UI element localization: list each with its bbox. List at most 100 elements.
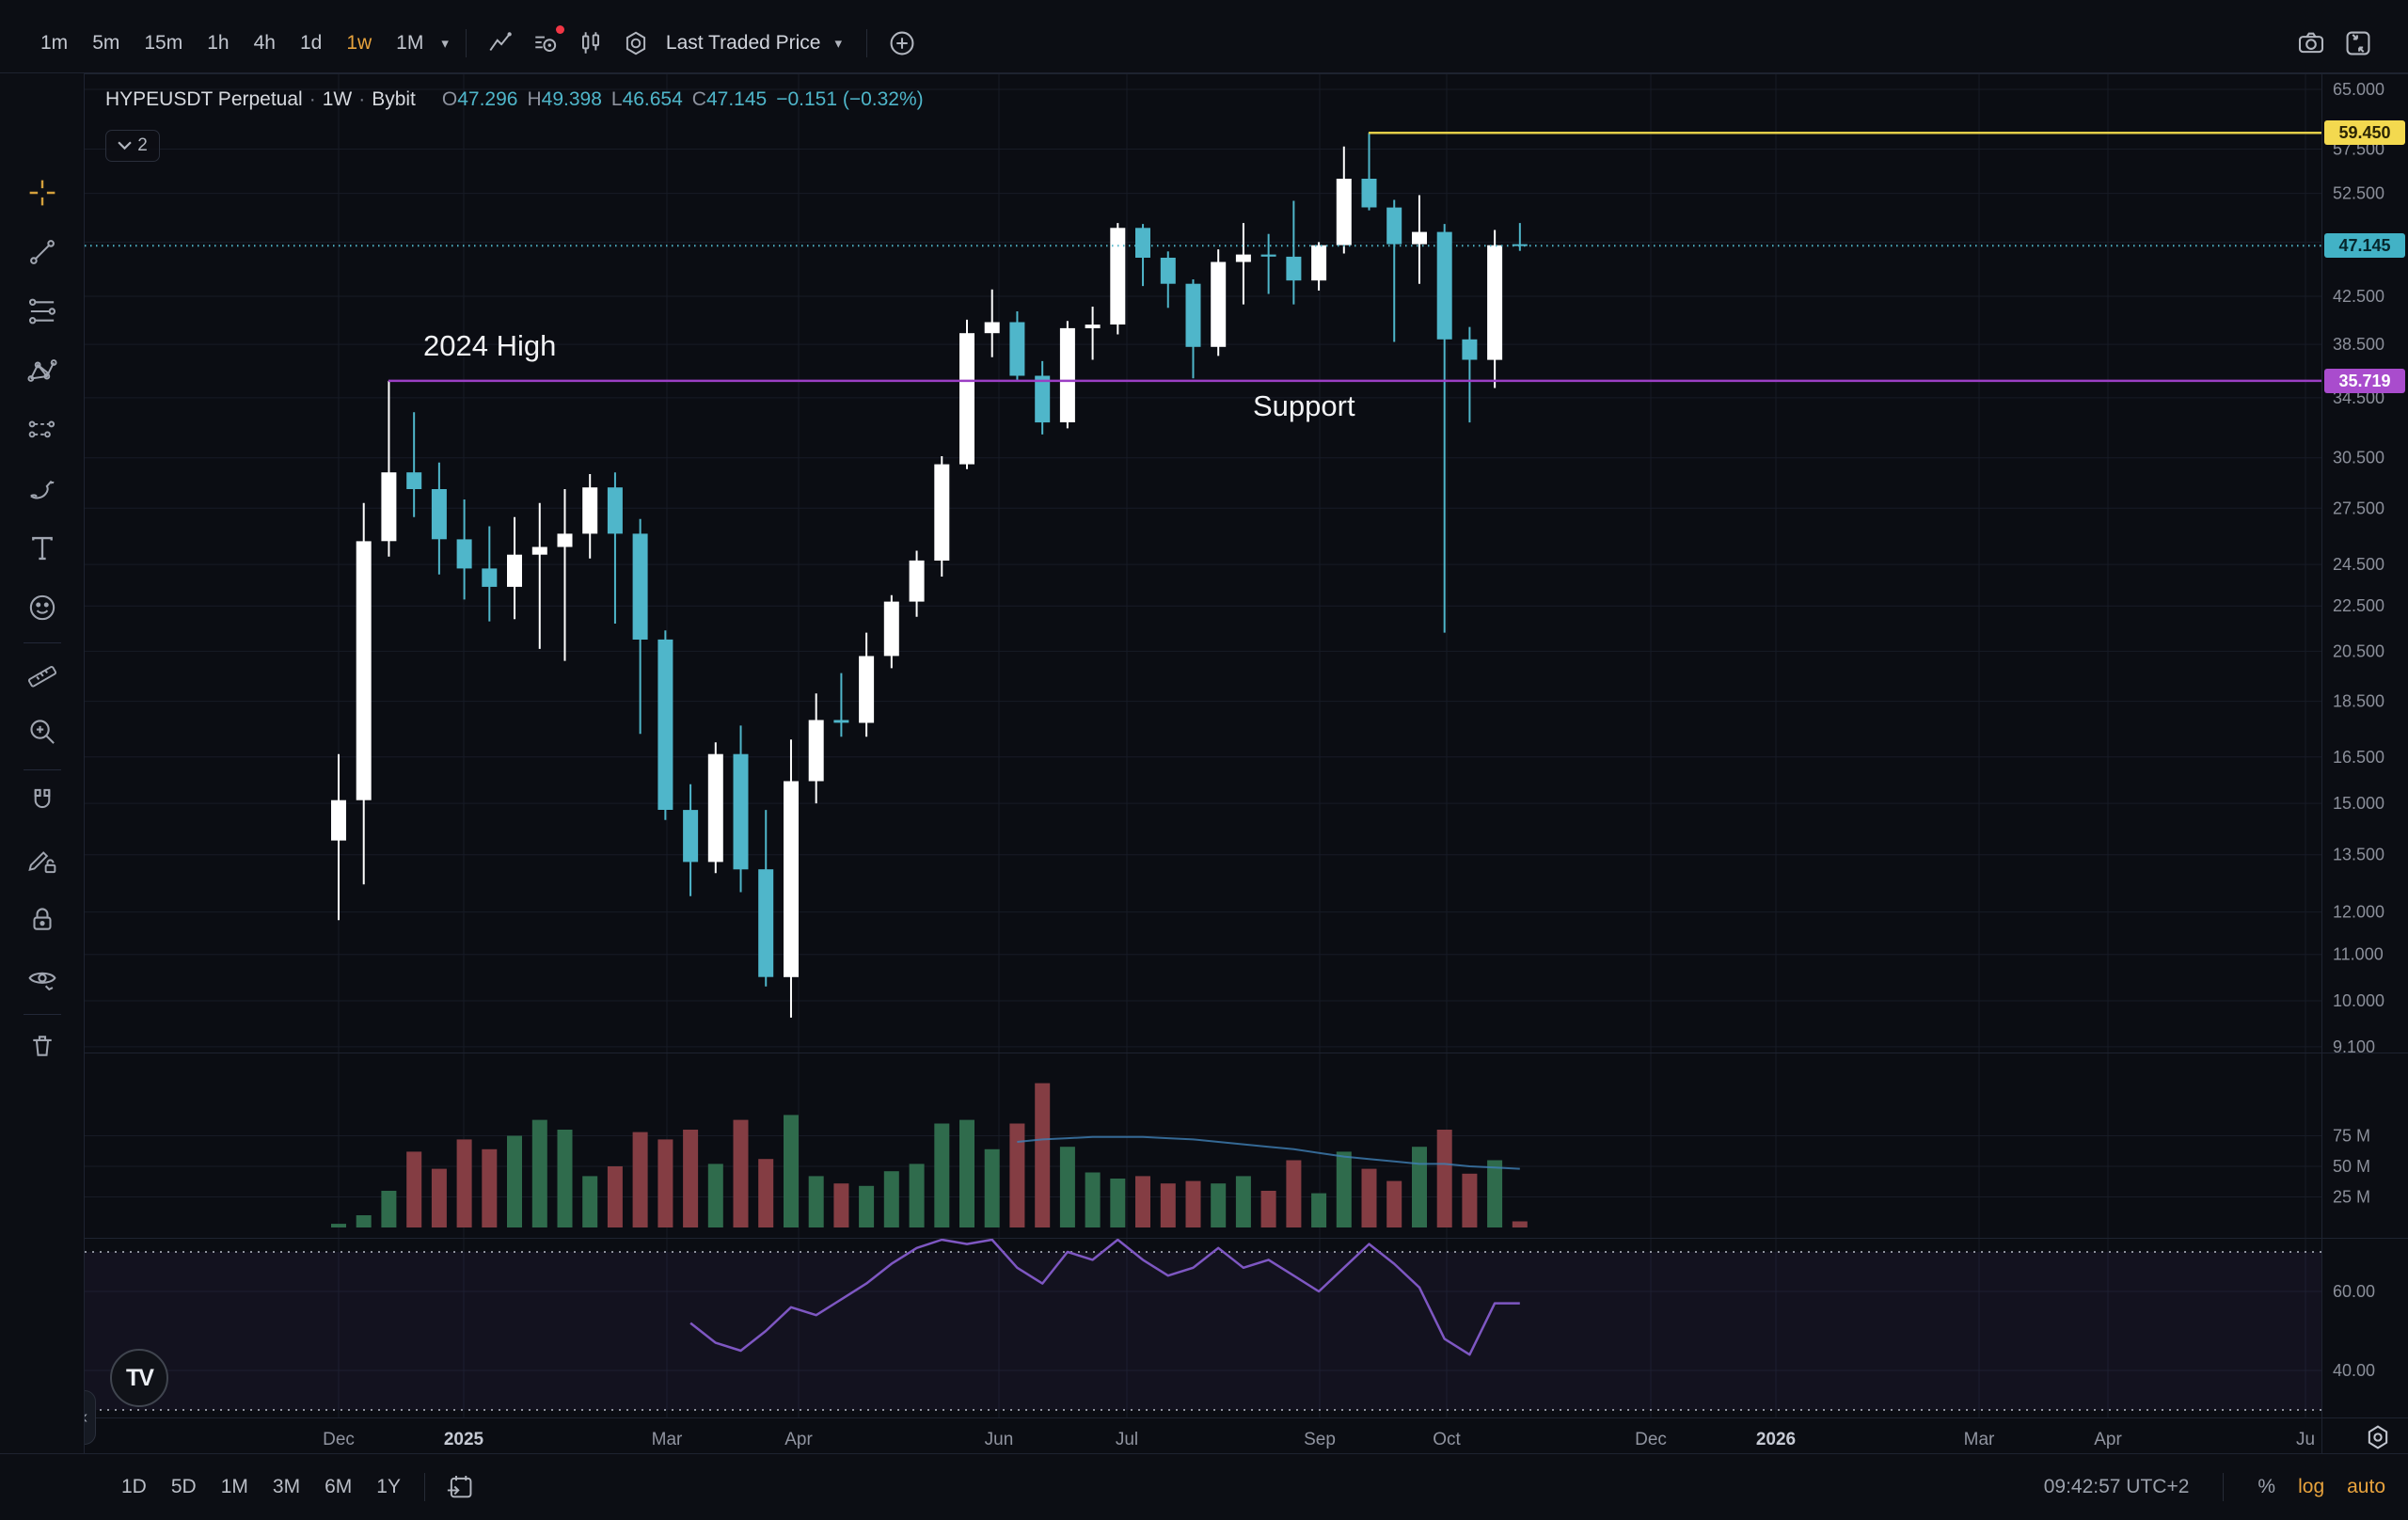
candle: [1361, 133, 1377, 211]
volume-bar: [582, 1176, 598, 1227]
candle: [1436, 224, 1452, 633]
svg-text:Sep: Sep: [1304, 1430, 1336, 1449]
volume-bar: [784, 1115, 799, 1227]
svg-text:60.00: 60.00: [2333, 1282, 2375, 1301]
volume-bar: [381, 1191, 397, 1227]
time-axis-settings-button[interactable]: [2363, 1422, 2393, 1455]
clock[interactable]: 09:42:57 UTC+2: [2043, 1476, 2190, 1497]
candle: [1386, 199, 1402, 342]
range-6m[interactable]: 6M: [312, 1470, 364, 1504]
go-to-date-button[interactable]: [436, 1466, 483, 1508]
volume-bar: [833, 1183, 849, 1227]
auto-scale-button[interactable]: auto: [2347, 1476, 2385, 1497]
candle: [1059, 321, 1075, 429]
log-scale-button[interactable]: log: [2298, 1476, 2325, 1497]
volume-bar: [1286, 1160, 1302, 1227]
range-5d[interactable]: 5D: [159, 1470, 209, 1504]
brush-icon: [30, 480, 55, 499]
volume-bar: [909, 1164, 925, 1227]
volume-bar: [331, 1224, 346, 1227]
timeframe-1M[interactable]: 1M: [384, 24, 436, 62]
svg-text:Oct: Oct: [1433, 1430, 1461, 1449]
lock-all-tool[interactable]: [22, 899, 63, 941]
grid-layer: [85, 73, 2321, 1417]
line-style-button[interactable]: [478, 24, 523, 63]
svg-text:2026: 2026: [1756, 1430, 1796, 1449]
text-tool[interactable]: [22, 528, 63, 569]
svg-text:40.00: 40.00: [2333, 1361, 2375, 1380]
price-source-dropdown[interactable]: Last Traded Price ▾: [658, 25, 855, 61]
line-chart-icon: [489, 31, 512, 51]
svg-text:Ju: Ju: [2296, 1430, 2315, 1449]
symbol-legend: HYPEUSDT Perpetual · 1W · Bybit O47.296 H49.39…: [105, 88, 924, 111]
emoji-tool[interactable]: [22, 587, 63, 628]
candle: [859, 632, 875, 737]
pencil-lock-icon: [28, 851, 56, 874]
toolbar-divider: [24, 1014, 61, 1015]
range-3m[interactable]: 3M: [261, 1470, 312, 1504]
last-price-label: 47.145: [2324, 233, 2405, 258]
legend-interval[interactable]: 1W: [322, 88, 353, 110]
crosshair-tool[interactable]: [22, 172, 63, 214]
ath-price-label[interactable]: 59.450: [2324, 120, 2405, 145]
xabcd-pattern-icon: [27, 359, 57, 382]
range-1d[interactable]: 1D: [109, 1470, 159, 1504]
minimize-button[interactable]: [2335, 23, 2382, 64]
zoom-in-tool[interactable]: [22, 711, 63, 752]
svg-text:22.500: 22.500: [2333, 596, 2384, 615]
hide-drawings-tool[interactable]: [22, 958, 63, 1000]
percent-scale-button[interactable]: %: [2258, 1476, 2276, 1497]
tradingview-logo[interactable]: TV: [110, 1349, 168, 1407]
screenshot-button[interactable]: [2288, 23, 2335, 64]
magnet-tool[interactable]: [22, 781, 63, 822]
legend-symbol[interactable]: HYPEUSDT Perpetual: [105, 88, 303, 110]
svg-text:13.500: 13.500: [2333, 846, 2384, 864]
annotation-2024-high[interactable]: 2024 High: [423, 329, 557, 362]
chart-settings-button[interactable]: [613, 24, 658, 63]
candle-style-button[interactable]: [568, 24, 613, 63]
timeframe-1m[interactable]: 1m: [28, 24, 80, 62]
candle: [456, 499, 472, 600]
timeframe-1d[interactable]: 1d: [288, 24, 334, 62]
timeframe-4h[interactable]: 4h: [242, 24, 288, 62]
timeframe-dropdown-caret[interactable]: ▾: [441, 35, 449, 52]
trend-line-icon: [30, 240, 55, 264]
trend-line-tool[interactable]: [22, 231, 63, 273]
fib-retracement-tool[interactable]: [22, 291, 63, 332]
legend-ohlc: O47.296 H49.398 L46.654 C47.145 −0.151 (−0.3…: [433, 88, 924, 110]
timeframe-15m[interactable]: 15m: [132, 24, 195, 62]
brush-tool[interactable]: [22, 468, 63, 510]
compare-add-button[interactable]: [879, 23, 926, 64]
magnifier-plus-icon: [30, 720, 55, 744]
drawing-mode-lock-tool[interactable]: [22, 840, 63, 881]
range-1y[interactable]: 1Y: [364, 1470, 413, 1504]
svg-text:20.500: 20.500: [2333, 641, 2384, 660]
candle: [1512, 223, 1528, 251]
volume-bar: [1110, 1179, 1126, 1227]
indicator-collapse-button[interactable]: 2: [105, 130, 160, 162]
bottom-toolbar: 1D 5D 1M 3M 6M 1Y 09:42:57 UTC+2 % log a…: [0, 1453, 2408, 1520]
indicator-count: 2: [137, 135, 148, 155]
projection-tool[interactable]: [22, 409, 63, 451]
svg-text:Mar: Mar: [652, 1430, 683, 1449]
volume-bar: [1512, 1221, 1528, 1227]
svg-text:27.500: 27.500: [2333, 499, 2384, 517]
indicators-button[interactable]: [523, 24, 568, 63]
measure-tool[interactable]: [22, 652, 63, 693]
pattern-tool[interactable]: [22, 350, 63, 391]
remove-drawings-tool[interactable]: [22, 1025, 63, 1067]
volume-bar: [883, 1171, 899, 1227]
candle: [607, 472, 623, 624]
legend-exchange[interactable]: Bybit: [372, 88, 416, 110]
volume-bar: [456, 1139, 472, 1227]
timeframe-5m[interactable]: 5m: [80, 24, 132, 62]
volume-bar: [1059, 1147, 1075, 1227]
candle: [1035, 360, 1051, 435]
range-1m[interactable]: 1M: [209, 1470, 261, 1504]
candle: [1286, 200, 1302, 305]
annotation-support[interactable]: Support: [1253, 389, 1355, 422]
support-price-label[interactable]: 35.719: [2324, 369, 2405, 393]
timeframe-1h[interactable]: 1h: [195, 24, 241, 62]
timeframe-1w[interactable]: 1w: [334, 24, 384, 62]
